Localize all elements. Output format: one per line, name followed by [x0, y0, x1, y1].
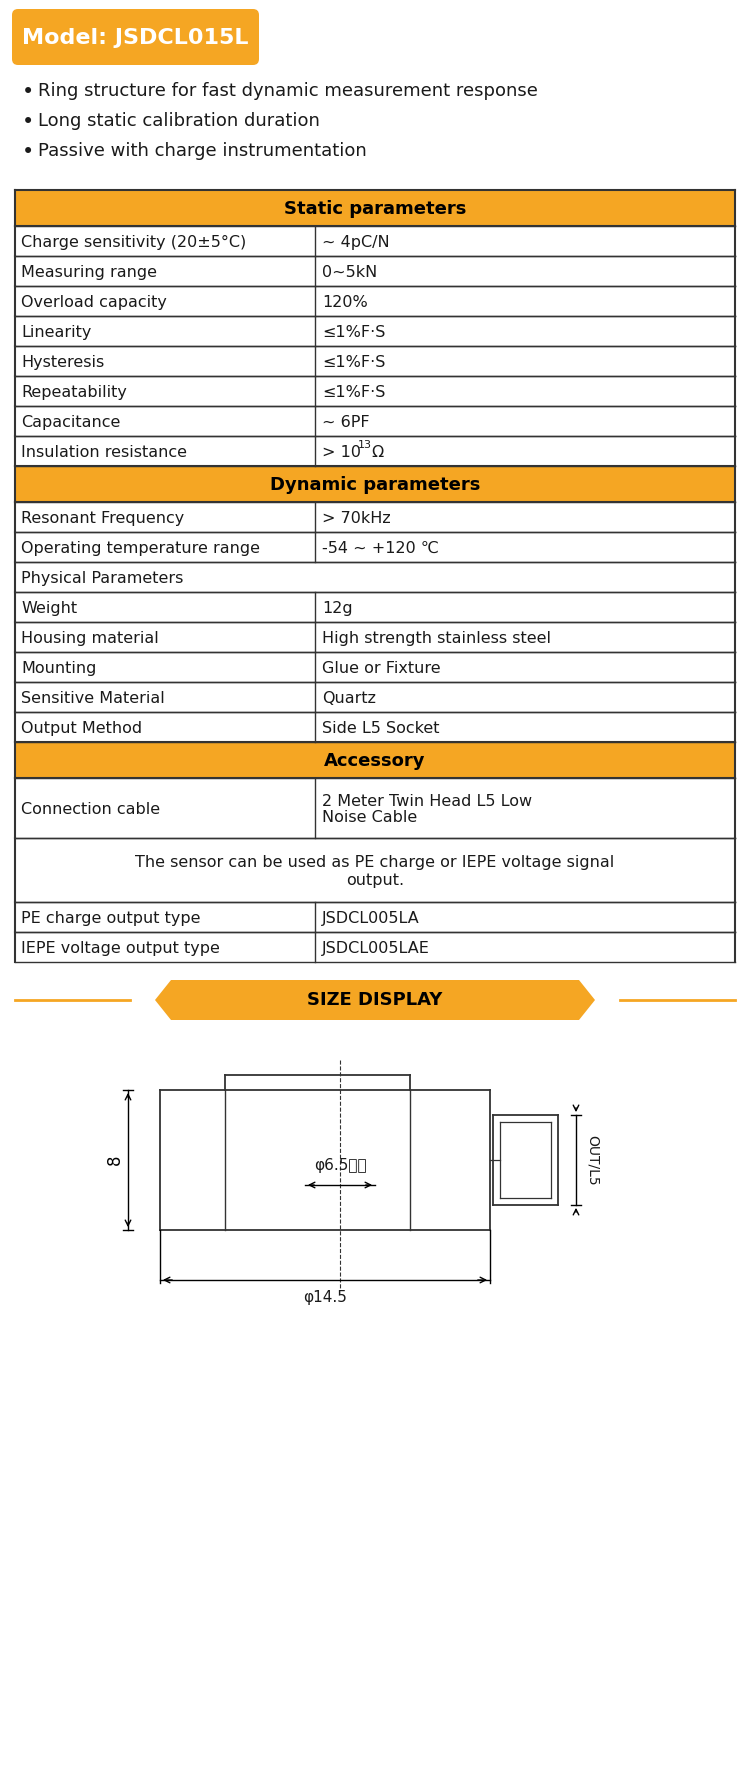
Text: 120%: 120%	[322, 294, 368, 310]
Text: PE charge output type: PE charge output type	[21, 910, 200, 926]
Text: φ14.5: φ14.5	[303, 1289, 347, 1305]
Bar	[15, 315, 735, 345]
Text: output.: output.	[346, 873, 404, 887]
Text: Linearity: Linearity	[21, 324, 92, 340]
Text: The sensor can be used as PE charge or IEPE voltage signal: The sensor can be used as PE charge or I…	[135, 854, 615, 870]
Text: Ring structure for fast dynamic measurement response: Ring structure for fast dynamic measurem…	[38, 81, 538, 99]
Text: Output Method: Output Method	[21, 721, 142, 735]
Text: > 70kHz: > 70kHz	[322, 510, 391, 526]
Text: Charge sensitivity (20±5°C): Charge sensitivity (20±5°C)	[21, 234, 246, 250]
Text: •: •	[22, 81, 34, 103]
Bar	[15, 501, 735, 531]
Bar	[15, 838, 735, 901]
Text: Model: JSDCL015L: Model: JSDCL015L	[22, 28, 249, 48]
Text: OUT/L5: OUT/L5	[586, 1135, 600, 1185]
Text: Mounting: Mounting	[21, 661, 96, 675]
Text: > 10: > 10	[322, 445, 361, 459]
Text: •: •	[22, 142, 34, 161]
Bar	[15, 257, 735, 285]
Text: JSDCL005LA: JSDCL005LA	[322, 910, 420, 926]
Text: 0~5kN: 0~5kN	[322, 264, 377, 280]
Text: ≤1%F·S: ≤1%F·S	[322, 324, 386, 340]
Bar	[15, 466, 735, 501]
Text: Repeatability: Repeatability	[21, 384, 127, 400]
Text: -54 ~ +120 ℃: -54 ~ +120 ℃	[322, 540, 439, 556]
Text: High strength stainless steel: High strength stainless steel	[322, 630, 551, 645]
Text: φ6.5通孔: φ6.5通孔	[314, 1158, 366, 1172]
Text: ~ 6PF: ~ 6PF	[322, 414, 370, 430]
Text: Passive with charge instrumentation: Passive with charge instrumentation	[38, 142, 367, 159]
Polygon shape	[155, 979, 595, 1020]
Text: Long static calibration duration: Long static calibration duration	[38, 112, 320, 129]
Bar	[15, 592, 735, 622]
FancyBboxPatch shape	[12, 9, 259, 66]
Bar	[15, 932, 735, 962]
Bar	[15, 285, 735, 315]
Text: •: •	[22, 112, 34, 133]
Text: Accessory: Accessory	[324, 753, 426, 770]
Text: Ω: Ω	[371, 445, 383, 459]
Text: ~ 4pC/N: ~ 4pC/N	[322, 234, 390, 250]
Text: Glue or Fixture: Glue or Fixture	[322, 661, 441, 675]
Bar	[15, 682, 735, 712]
Text: JSDCL005LAE: JSDCL005LAE	[322, 940, 430, 956]
Bar	[15, 622, 735, 652]
Text: Operating temperature range: Operating temperature range	[21, 540, 260, 556]
Bar	[15, 436, 735, 466]
Text: Physical Parameters: Physical Parameters	[21, 570, 183, 586]
Bar	[15, 227, 735, 257]
Text: Dynamic parameters: Dynamic parameters	[270, 476, 480, 494]
Bar	[15, 345, 735, 375]
Text: Quartz: Quartz	[322, 691, 376, 705]
Bar	[15, 406, 735, 436]
Bar	[15, 712, 735, 742]
Text: 2 Meter Twin Head L5 Low: 2 Meter Twin Head L5 Low	[322, 793, 532, 809]
Text: Connection cable: Connection cable	[21, 802, 160, 816]
Text: ≤1%F·S: ≤1%F·S	[322, 384, 386, 400]
Text: Measuring range: Measuring range	[21, 264, 157, 280]
Text: Overload capacity: Overload capacity	[21, 294, 166, 310]
Text: Weight: Weight	[21, 600, 77, 616]
Text: 12g: 12g	[322, 600, 352, 616]
Bar	[15, 901, 735, 932]
Text: Housing material: Housing material	[21, 630, 159, 645]
Text: Capacitance: Capacitance	[21, 414, 120, 430]
Bar	[15, 189, 735, 227]
Bar	[15, 742, 735, 777]
Text: Static parameters: Static parameters	[284, 200, 466, 218]
Bar	[15, 777, 735, 838]
Text: Sensitive Material: Sensitive Material	[21, 691, 165, 705]
Bar	[15, 561, 735, 592]
Text: SIZE DISPLAY: SIZE DISPLAY	[308, 992, 442, 1009]
Text: 13: 13	[358, 439, 372, 450]
Text: Insulation resistance: Insulation resistance	[21, 445, 187, 459]
Text: ≤1%F·S: ≤1%F·S	[322, 354, 386, 370]
Bar	[15, 375, 735, 406]
Text: Resonant Frequency: Resonant Frequency	[21, 510, 184, 526]
Text: 8: 8	[106, 1155, 124, 1165]
Text: Hysteresis: Hysteresis	[21, 354, 104, 370]
Text: Noise Cable: Noise Cable	[322, 809, 417, 825]
Bar	[15, 652, 735, 682]
Text: IEPE voltage output type: IEPE voltage output type	[21, 940, 220, 956]
Text: Side L5 Socket: Side L5 Socket	[322, 721, 440, 735]
Bar	[15, 531, 735, 561]
